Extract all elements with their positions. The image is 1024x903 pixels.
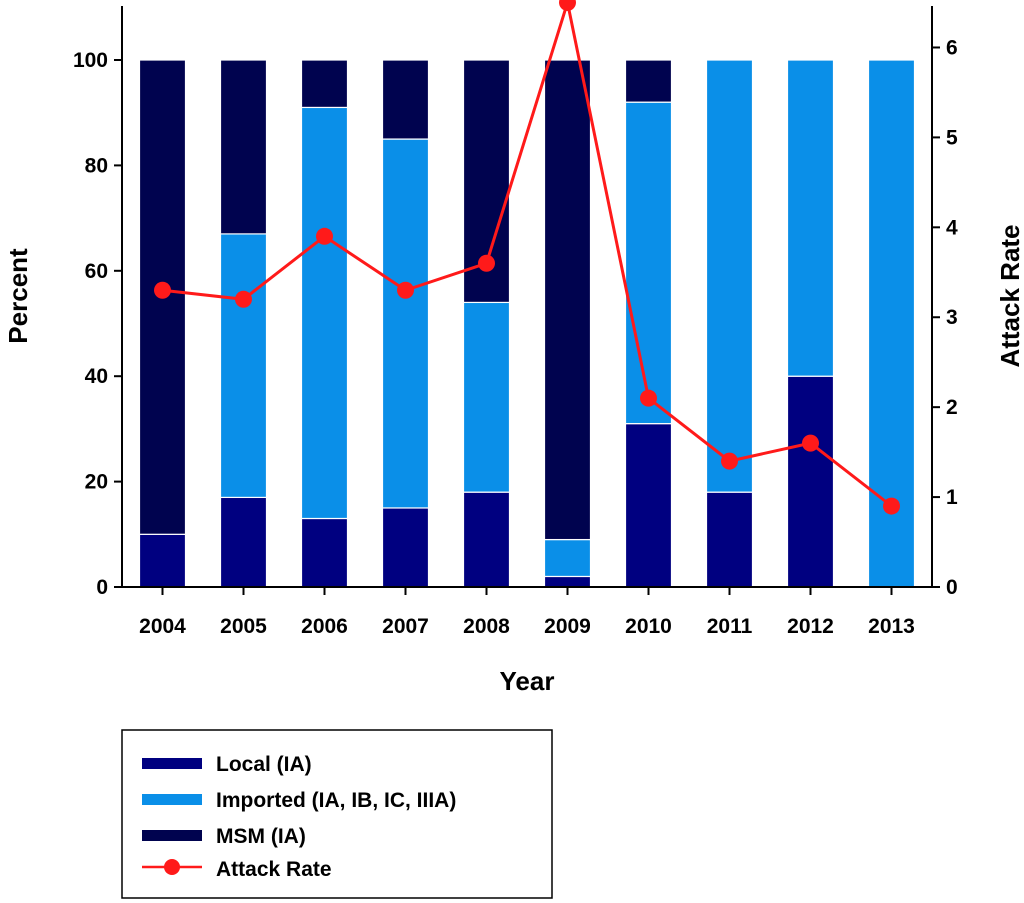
bar-segment-imported-2006 — [300, 106, 349, 520]
x-axis-ticks: 2004 2005 2006 2007 2008 2009 2010 2011 2012 2013 — [139, 587, 915, 638]
bar-segment-local-2004 — [138, 533, 187, 588]
legend-swatch-local — [142, 758, 202, 769]
right-tick-label: 1 — [946, 486, 958, 509]
plot-frame — [121, 6, 933, 588]
legend-swatch-attack-rate-marker — [164, 859, 180, 875]
right-tick-label: 6 — [946, 36, 958, 59]
right-tick-label: 3 — [946, 306, 958, 329]
legend-label-local: Local (IA) — [216, 753, 312, 776]
attack-rate-line — [162, 2, 893, 508]
attack-rate-line-layer — [154, 0, 900, 515]
right-tick-label: 2 — [946, 396, 958, 419]
left-tick-label: 0 — [96, 576, 108, 599]
bar-segment-msm-2007 — [381, 59, 430, 140]
attack-rate-point-2013 — [883, 497, 900, 515]
bar-segment-msm-2009 — [543, 59, 592, 541]
right-tick-label: 4 — [946, 216, 958, 239]
bar-segment-msm-2006 — [300, 59, 349, 109]
bar-segment-local-2012 — [786, 375, 835, 588]
y-axis-right-title: Attack Rate — [995, 224, 1024, 367]
x-tick-label: 2011 — [707, 615, 753, 638]
legend-label-msm: MSM (IA) — [216, 825, 306, 848]
attack-rate-point-2008 — [478, 254, 495, 272]
bar-segment-local-2007 — [381, 507, 430, 588]
bar-segment-imported-2011 — [705, 59, 754, 493]
bar-segment-msm-2005 — [219, 59, 268, 235]
bar-segment-msm-2010 — [624, 59, 673, 103]
x-tick-label: 2012 — [787, 615, 834, 638]
bar-segment-local-2009 — [543, 575, 592, 588]
attack-rate-point-2012 — [802, 434, 819, 452]
right-y-axis-ticks: 0 1 2 3 4 5 6 — [932, 36, 958, 599]
bar-segment-local-2005 — [219, 496, 268, 588]
y-axis-title: Percent — [3, 248, 33, 344]
right-tick-label: 5 — [946, 126, 958, 149]
right-tick-label: 0 — [946, 576, 958, 599]
bar-segment-imported-2007 — [381, 138, 430, 509]
attack-rate-point-2004 — [154, 281, 171, 299]
bar-segment-imported-2012 — [786, 59, 835, 377]
attack-rate-point-2010 — [640, 389, 657, 407]
legend-box — [121, 729, 553, 899]
attack-rate-point-2006 — [316, 227, 333, 245]
attack-rate-point-2009 — [559, 0, 576, 12]
bar-segment-local-2010 — [624, 423, 673, 588]
legend-label-attack-rate: Attack Rate — [216, 858, 332, 881]
left-tick-label: 40 — [85, 365, 108, 388]
left-tick-label: 20 — [85, 471, 108, 494]
bar-segment-imported-2013 — [867, 59, 916, 588]
x-tick-label: 2010 — [625, 615, 672, 638]
x-tick-label: 2006 — [301, 615, 348, 638]
attack-rate-point-2011 — [721, 452, 738, 470]
x-tick-label: 2009 — [544, 615, 591, 638]
legend: Local (IA) Imported (IA, IB, IC, IIIA) M… — [121, 729, 553, 899]
attack-rate-point-2007 — [397, 281, 414, 299]
legend-swatch-msm — [142, 830, 202, 841]
x-axis-title: Year — [500, 666, 555, 696]
x-tick-label: 2013 — [868, 615, 915, 638]
bar-segment-local-2008 — [462, 491, 511, 588]
bar-segment-imported-2010 — [624, 101, 673, 425]
left-tick-label: 80 — [85, 154, 108, 177]
x-tick-label: 2004 — [139, 615, 186, 638]
left-tick-label: 60 — [85, 260, 108, 283]
bar-segment-imported-2008 — [462, 301, 511, 493]
bar-segment-local-2006 — [300, 517, 349, 588]
bar-segment-imported-2009 — [543, 538, 592, 578]
left-y-axis-ticks: 0 20 40 60 80 100 — [73, 49, 122, 599]
x-tick-label: 2007 — [382, 615, 429, 638]
legend-swatch-imported — [142, 794, 202, 805]
bars-layer — [138, 59, 916, 588]
left-tick-label: 100 — [73, 49, 108, 72]
bar-segment-local-2011 — [705, 491, 754, 588]
x-tick-label: 2005 — [220, 615, 267, 638]
x-tick-label: 2008 — [463, 615, 510, 638]
bar-segment-imported-2005 — [219, 233, 268, 499]
attack-rate-point-2005 — [235, 290, 252, 308]
legend-label-imported: Imported (IA, IB, IC, IIIA) — [216, 789, 456, 812]
